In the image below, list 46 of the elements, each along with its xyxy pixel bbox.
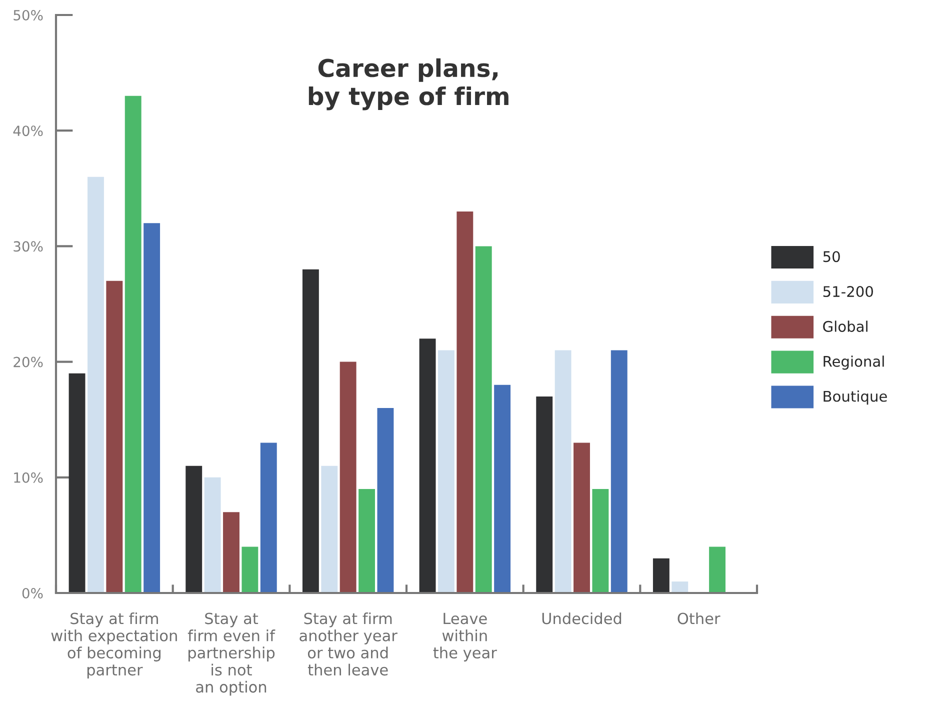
bar (672, 581, 688, 593)
legend-label: 50 (823, 251, 840, 262)
y-tick-label: 20% (14, 356, 43, 368)
bar (88, 176, 104, 593)
bar (554, 350, 572, 593)
x-tick-label: Stay at firm another year or two and then leave (300, 612, 398, 676)
bar (340, 362, 356, 593)
legend-label: 51-200 (823, 286, 873, 298)
bar (709, 546, 726, 593)
bar (106, 280, 123, 593)
y-tick-label: 0% (22, 588, 43, 598)
y-tick-label: 10% (14, 472, 43, 483)
bar (223, 512, 240, 593)
bar (302, 269, 319, 593)
bar (456, 212, 474, 593)
x-tick-label: Stay at firm with expectation of becoming partner (51, 612, 177, 679)
x-tick-label: Other (678, 612, 720, 624)
bar (124, 96, 142, 593)
x-tick-label: Leave within the year (433, 612, 497, 662)
bar (419, 338, 436, 593)
legend-label: Regional (824, 356, 884, 370)
bar (592, 488, 609, 593)
bar (610, 350, 628, 593)
y-tick-label: 40% (13, 126, 43, 136)
bar (536, 396, 553, 593)
bar (321, 466, 338, 593)
bar (186, 466, 202, 593)
bar (144, 223, 160, 593)
text: Career plans, by type of firm (308, 58, 508, 110)
bar (574, 442, 590, 593)
legend-label: Boutique (824, 390, 887, 405)
bar (358, 488, 375, 593)
y-tick-label: 30% (14, 241, 43, 252)
bar (260, 442, 277, 593)
bar (475, 246, 492, 593)
bar (204, 477, 221, 593)
bar (377, 408, 394, 593)
x-tick-label: Stay at firm even if partnership is not an option (188, 612, 276, 696)
legend-label: Global (823, 320, 868, 332)
y-tick-label: 50% (14, 10, 43, 20)
x-tick-label: Undecided (542, 612, 622, 624)
bar (652, 558, 670, 593)
bar (242, 546, 258, 593)
bar (68, 373, 86, 593)
bar (438, 350, 454, 593)
bar (494, 384, 511, 593)
